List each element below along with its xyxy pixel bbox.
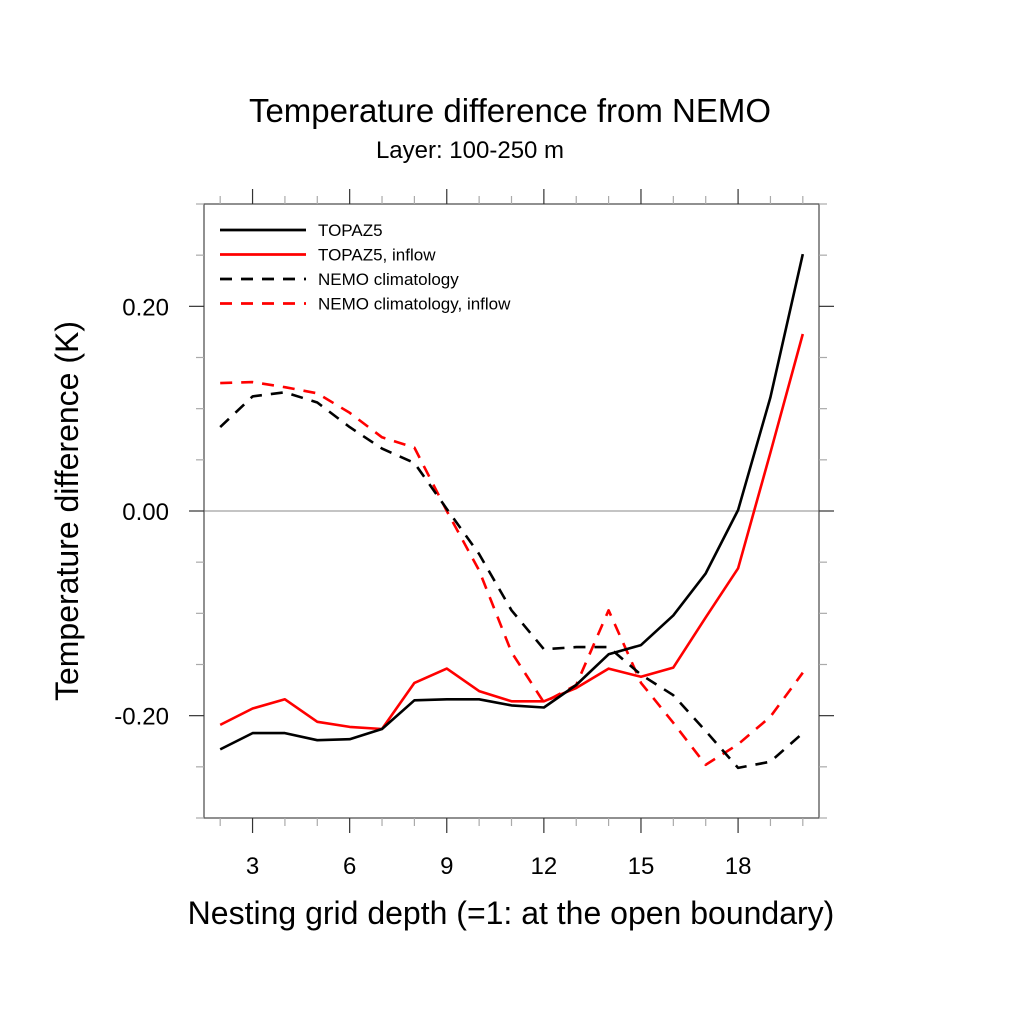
legend-label: TOPAZ5 bbox=[318, 221, 383, 240]
chart-subtitle: Layer: 100-250 m bbox=[376, 137, 564, 164]
series-line-nemo-climatology bbox=[219, 390, 804, 770]
y-tick-label: -0.20 bbox=[114, 704, 169, 731]
x-tick-label: 3 bbox=[246, 853, 259, 880]
legend: TOPAZ5 TOPAZ5, inflow NEMO climatology NEMO… bbox=[220, 221, 511, 314]
y-tick-label: 0.20 bbox=[122, 294, 169, 321]
x-tick-label: 9 bbox=[440, 853, 453, 880]
chart-title: Temperature difference from NEMO bbox=[249, 92, 771, 129]
series-line-topaz5-inflow bbox=[219, 333, 805, 731]
legend-label: NEMO climatology, inflow bbox=[318, 295, 511, 314]
series-line-topaz5 bbox=[219, 253, 805, 751]
y-tick-label: 0.00 bbox=[122, 499, 169, 526]
x-tick-label: 15 bbox=[628, 853, 655, 880]
x-tick-label: 6 bbox=[343, 853, 356, 880]
x-tick-label: 12 bbox=[531, 853, 558, 880]
series-line-nemo-climatology-inflow bbox=[220, 380, 804, 767]
x-tick-label: 18 bbox=[725, 853, 752, 880]
legend-label: TOPAZ5, inflow bbox=[318, 246, 436, 265]
x-axis-label: Nesting grid depth (=1: at the open boun… bbox=[188, 895, 835, 931]
y-axis-label: Temperature difference (K) bbox=[49, 321, 85, 701]
series-layer bbox=[219, 253, 805, 770]
axes: 3 6 9 12 15 18 -0.20 0.00 0.20 bbox=[114, 189, 834, 880]
legend-label: NEMO climatology bbox=[318, 270, 459, 289]
